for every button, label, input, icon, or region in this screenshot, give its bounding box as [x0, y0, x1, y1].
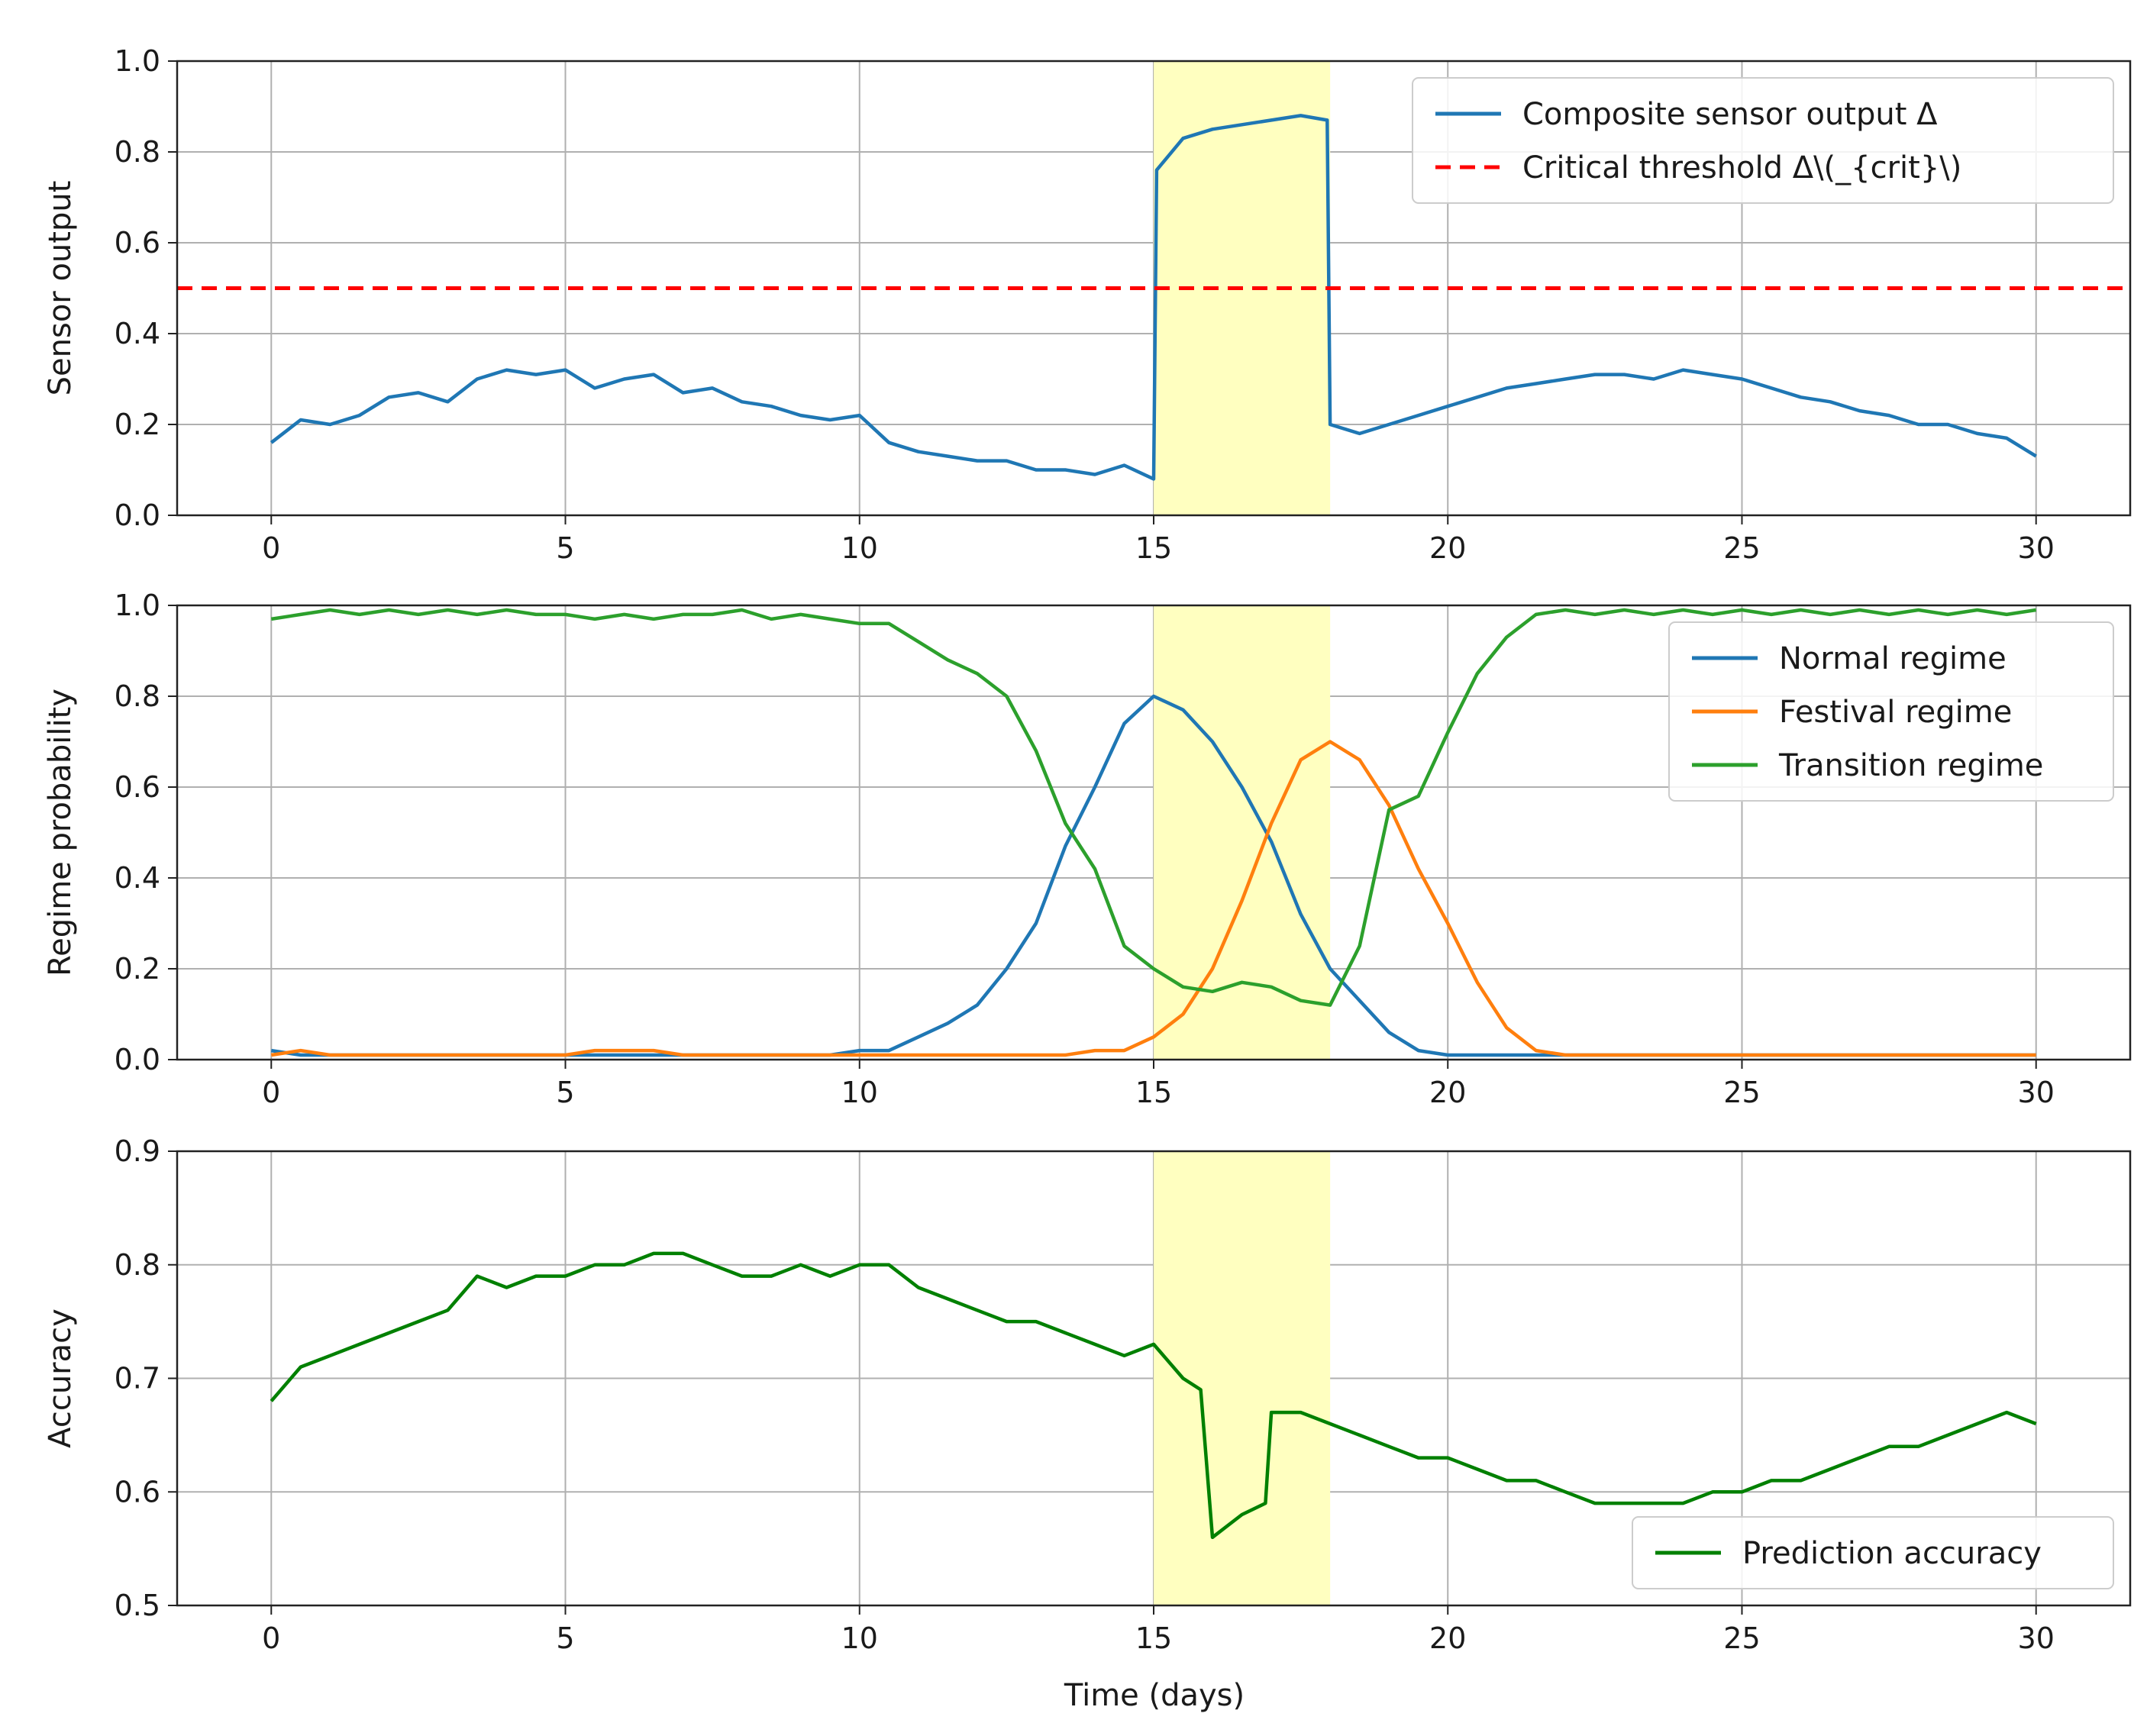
legend-entry-label: Normal regime	[1779, 641, 2007, 676]
x-tick-label: 10	[841, 1621, 878, 1655]
legend-entry-label: Composite sensor output Δ	[1522, 97, 1938, 132]
y-tick-label: 0.8	[115, 135, 160, 169]
x-tick-label: 25	[1723, 531, 1760, 565]
x-tick-label: 15	[1135, 1076, 1172, 1109]
y-tick-label: 0.0	[115, 499, 160, 532]
y-tick-label: 0.6	[115, 770, 160, 804]
legend: Composite sensor output Δ Critical thresh…	[1412, 77, 2114, 204]
y-axis-label: Sensor output	[43, 181, 78, 396]
x-tick-label: 20	[1429, 1076, 1466, 1109]
legend-box	[1632, 1516, 2114, 1589]
y-tick-label: 0.9	[115, 1134, 160, 1168]
y-tick-label: 1.0	[115, 44, 160, 78]
panel-regime-probability: 0 5 10 15 20 25 30 0.0 0.2 0.4 0.6 0.8 1.0 Regime pr…	[43, 589, 2132, 1109]
x-tick-label: 25	[1723, 1621, 1760, 1655]
x-tick-label: 20	[1429, 531, 1466, 565]
panel-sensor-output: 0 5 10 15 20 25 30 0.0 0.2 0.4 0.6 0.8 1.0 Sensor ou…	[43, 44, 2132, 565]
x-tick-label: 15	[1135, 531, 1172, 565]
series-line-festival-regime	[270, 740, 2036, 1057]
y-tick-label: 0.2	[115, 952, 160, 986]
series-line-transition-regime	[270, 608, 2037, 1007]
festival-highlight-band	[1154, 605, 1331, 1060]
y-tick-label: 1.0	[115, 589, 160, 622]
y-axis-label: Accuracy	[43, 1308, 78, 1448]
x-tick-label: 10	[841, 1076, 878, 1109]
x-tick-label: 0	[262, 531, 280, 565]
y-tick-label: 0.8	[115, 679, 160, 713]
x-tick-label: 30	[2018, 1621, 2055, 1655]
legend-entry-label: Festival regime	[1779, 695, 2012, 730]
series-line-composite-sensor-output	[270, 114, 2037, 481]
y-tick-label: 0.4	[115, 861, 160, 895]
y-tick-label: 0.6	[115, 226, 160, 260]
x-tick-label: 10	[841, 531, 878, 565]
legend: Normal regime Festival regime Transition r…	[1668, 621, 2114, 802]
x-tick-label: 30	[2018, 1076, 2055, 1109]
legend-entry-label: Prediction accuracy	[1742, 1536, 2042, 1571]
y-tick-label: 0.2	[115, 408, 160, 441]
x-tick-label: 25	[1723, 1076, 1760, 1109]
y-tick-label: 0.4	[115, 317, 160, 350]
x-tick-label: 5	[556, 1076, 574, 1109]
y-tick-label: 0.8	[115, 1248, 160, 1282]
y-axis-label: Regime probability	[43, 689, 78, 976]
x-tick-label: 5	[556, 531, 574, 565]
y-tick-label: 0.5	[115, 1589, 160, 1622]
x-tick-label: 5	[556, 1621, 574, 1655]
x-tick-label: 0	[262, 1621, 280, 1655]
y-tick-label: 0.0	[115, 1043, 160, 1076]
series-line-prediction-accuracy	[270, 1251, 2037, 1540]
legend-entry-label: Critical threshold Δ\(_{crit}\)	[1522, 150, 1961, 186]
legend-box	[1412, 77, 2114, 204]
y-tick-label: 0.7	[115, 1362, 160, 1396]
legend: Prediction accuracy	[1632, 1516, 2114, 1589]
x-tick-label: 15	[1135, 1621, 1172, 1655]
festival-highlight-band	[1154, 1151, 1331, 1605]
x-tick-label: 30	[2018, 531, 2055, 565]
x-tick-label: 20	[1429, 1621, 1466, 1655]
x-axis-label: Time (days)	[1064, 1678, 1245, 1713]
x-tick-label: 0	[262, 1076, 280, 1109]
y-tick-label: 0.6	[115, 1475, 160, 1509]
legend-box	[1668, 621, 2114, 802]
legend-entry-label: Transition regime	[1778, 748, 2043, 783]
panel-accuracy: 0 5 10 15 20 25 30 0.5 0.6 0.7 0.8 0.9 Accuracy Pre…	[43, 1134, 2132, 1655]
